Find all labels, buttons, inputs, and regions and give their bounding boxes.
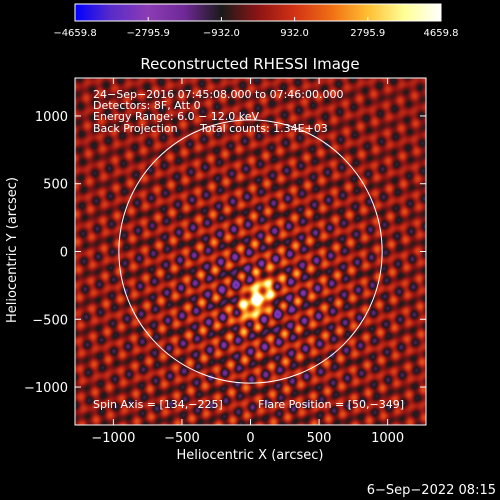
colorbar-tick-label: 932.0 (280, 28, 309, 39)
x-tick-label: 0 (246, 431, 254, 446)
chart-title: Reconstructed RHESSI Image (140, 55, 359, 73)
colorbar-tick-label: 4659.8 (424, 28, 459, 39)
annotation-energy-range: Energy Range: 6.0 − 12.0 keV (93, 110, 260, 123)
solar-disk-circle (118, 119, 383, 384)
x-tick-label: −500 (164, 431, 200, 446)
x-tick-label: 500 (307, 431, 332, 446)
colorbar-tick-label: −2795.9 (127, 28, 170, 39)
x-tick-label: −1000 (91, 431, 135, 446)
colorbar-tick-label: −4659.8 (53, 28, 96, 39)
flare-position-label: Flare Position = [50,−349] (258, 398, 404, 411)
spin-axis-label: Spin Axis = [134,−225] (93, 398, 223, 411)
colorbar (74, 3, 442, 22)
y-axis-label: Heliocentric Y (arcsec) (5, 177, 20, 323)
colorbar-tick-label: −932.0 (203, 28, 240, 39)
timestamp: 6−Sep−2022 08:15 (367, 483, 496, 498)
colorbar-tick-label: 2795.9 (350, 28, 385, 39)
heatmap-image (75, 78, 426, 425)
annotation-method: Back Projection (93, 122, 178, 135)
y-tick-label: 1000 (35, 110, 68, 125)
flare-position-marker (251, 292, 264, 305)
y-tick-label: 500 (43, 178, 68, 193)
x-axis-label: Heliocentric X (arcsec) (177, 448, 324, 463)
y-tick-label: 0 (60, 246, 68, 261)
annotation-time-range: 24−Sep−2016 07:45:08.000 to 07:46:00.000 (93, 88, 343, 101)
annotation-total-counts: Total counts: 1.34E+03 (199, 122, 328, 135)
y-tick-label: −1000 (24, 381, 68, 396)
colorbar-ticks: −4659.8 −2795.9 −932.0 932.0 2795.9 4659.8 (53, 17, 459, 39)
annotation-detectors: Detectors: 8F, Att 0 (93, 99, 201, 112)
axis-ticks: −1000 −500 0 500 1000 −1000 −500 0 500 1000 (24, 78, 426, 446)
y-tick-label: −500 (32, 313, 68, 328)
x-tick-label: 1000 (371, 431, 404, 446)
